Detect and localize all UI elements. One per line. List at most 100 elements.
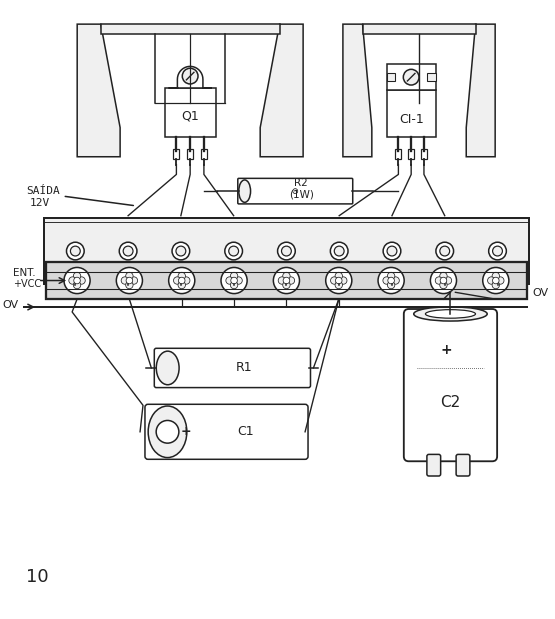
FancyBboxPatch shape: [145, 404, 308, 459]
Circle shape: [125, 282, 133, 288]
Text: R2
(1W): R2 (1W): [289, 178, 314, 200]
Circle shape: [435, 277, 443, 284]
Ellipse shape: [413, 307, 487, 321]
Polygon shape: [343, 24, 372, 157]
Circle shape: [225, 242, 243, 260]
Circle shape: [125, 272, 133, 280]
Text: C2: C2: [440, 395, 461, 410]
Bar: [174, 149, 179, 158]
Circle shape: [282, 282, 290, 288]
Circle shape: [182, 68, 198, 84]
Text: OV: OV: [532, 288, 548, 298]
Circle shape: [492, 285, 503, 297]
Circle shape: [440, 282, 447, 288]
Circle shape: [287, 277, 295, 284]
Ellipse shape: [239, 180, 250, 202]
Bar: [101, 24, 280, 34]
Circle shape: [172, 242, 190, 260]
Ellipse shape: [426, 310, 476, 318]
Circle shape: [169, 267, 195, 293]
Text: ENT.: ENT.: [13, 267, 36, 278]
Bar: [201, 149, 207, 158]
Ellipse shape: [148, 406, 187, 457]
Circle shape: [117, 267, 143, 293]
Circle shape: [436, 242, 453, 260]
Text: +VCC: +VCC: [13, 279, 42, 290]
Text: +: +: [180, 425, 191, 438]
Circle shape: [445, 277, 452, 284]
FancyBboxPatch shape: [238, 178, 353, 204]
Circle shape: [73, 282, 80, 288]
Circle shape: [121, 277, 129, 284]
Circle shape: [387, 246, 397, 256]
Circle shape: [492, 272, 500, 280]
Circle shape: [126, 277, 133, 284]
Circle shape: [331, 277, 338, 284]
Bar: [46, 262, 527, 299]
Bar: [387, 90, 436, 137]
Text: C1: C1: [237, 425, 254, 438]
Circle shape: [492, 282, 500, 288]
Circle shape: [488, 277, 495, 284]
Circle shape: [488, 242, 506, 260]
Circle shape: [383, 242, 401, 260]
Circle shape: [176, 246, 186, 256]
Circle shape: [439, 285, 451, 297]
Circle shape: [226, 277, 233, 284]
Circle shape: [130, 277, 138, 284]
Circle shape: [156, 420, 179, 443]
Circle shape: [69, 285, 81, 297]
Circle shape: [70, 246, 80, 256]
Circle shape: [335, 277, 342, 284]
Circle shape: [281, 246, 291, 256]
Bar: [387, 64, 436, 90]
Circle shape: [334, 246, 344, 256]
Circle shape: [283, 277, 290, 284]
Circle shape: [174, 277, 181, 284]
Circle shape: [179, 277, 185, 284]
Circle shape: [230, 272, 238, 280]
Circle shape: [73, 272, 80, 280]
Circle shape: [278, 242, 295, 260]
Text: SAÍDA: SAÍDA: [26, 186, 60, 196]
Circle shape: [221, 267, 247, 293]
Circle shape: [387, 272, 395, 280]
Circle shape: [178, 282, 185, 288]
Circle shape: [69, 277, 76, 284]
Circle shape: [64, 267, 90, 293]
Text: OV: OV: [2, 300, 18, 310]
Circle shape: [483, 267, 509, 293]
Circle shape: [440, 272, 447, 280]
Text: +: +: [441, 342, 452, 357]
Circle shape: [178, 272, 185, 280]
Polygon shape: [260, 24, 303, 157]
FancyBboxPatch shape: [404, 309, 497, 461]
Circle shape: [282, 272, 290, 280]
Circle shape: [78, 277, 85, 284]
Circle shape: [119, 242, 137, 260]
Circle shape: [386, 285, 398, 297]
FancyBboxPatch shape: [154, 348, 310, 387]
Circle shape: [229, 246, 239, 256]
Polygon shape: [169, 66, 212, 88]
Circle shape: [440, 246, 450, 256]
Circle shape: [340, 277, 347, 284]
Circle shape: [334, 285, 345, 297]
Circle shape: [123, 246, 133, 256]
Polygon shape: [77, 24, 120, 157]
Circle shape: [280, 285, 292, 297]
Circle shape: [493, 246, 502, 256]
Bar: [387, 73, 396, 81]
Circle shape: [497, 277, 504, 284]
Circle shape: [383, 277, 390, 284]
Circle shape: [326, 267, 352, 293]
Polygon shape: [466, 24, 495, 157]
Bar: [44, 218, 529, 285]
Text: 10: 10: [26, 568, 49, 586]
Circle shape: [231, 277, 238, 284]
Circle shape: [122, 285, 134, 297]
Circle shape: [74, 277, 80, 284]
Circle shape: [392, 277, 400, 284]
Circle shape: [440, 277, 447, 284]
Circle shape: [430, 267, 457, 293]
